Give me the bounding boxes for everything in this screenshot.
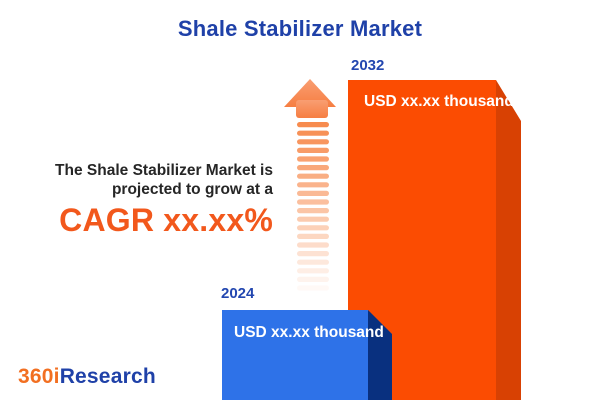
logo-suffix: Research [59, 365, 156, 388]
bar-value-2032: USD xx.xx thousand [364, 93, 514, 110]
company-logo: 360iResearch [18, 365, 156, 389]
bar-2024 [222, 310, 392, 400]
bar-2024-side [368, 310, 392, 400]
statement-line1: The Shale Stabilizer Market is [55, 162, 273, 179]
growth-statement: The Shale Stabilizer Market is projected… [0, 162, 273, 237]
bar-2024-face [222, 310, 368, 400]
bar-label-2024: 2024 [221, 285, 255, 302]
growth-arrow-icon [284, 79, 336, 291]
cagr-value: CAGR xx.xx% [59, 201, 273, 238]
arrow-stem [296, 100, 328, 118]
arrow-dashes [297, 122, 329, 291]
bar-label-2032: 2032 [351, 57, 385, 74]
bar-2032-side [496, 80, 521, 400]
bar-value-2024: USD xx.xx thousand [234, 324, 384, 341]
statement-line2: projected to grow at a [111, 180, 273, 198]
logo-prefix: 360i [18, 365, 60, 388]
page-title: Shale Stabilizer Market [177, 16, 423, 41]
